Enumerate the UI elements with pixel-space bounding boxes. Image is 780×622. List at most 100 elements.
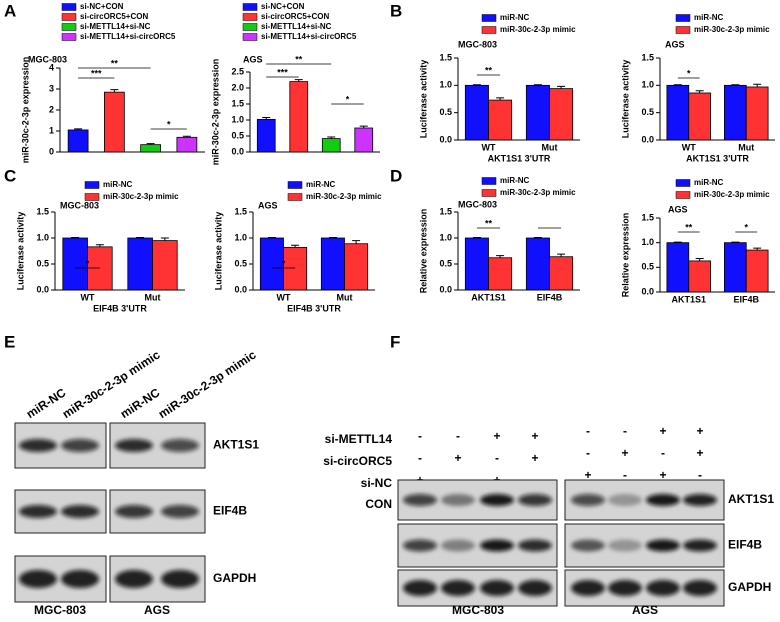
error-bar xyxy=(496,97,505,101)
y-tick-label: 1.5 xyxy=(234,206,247,216)
y-tick-label: 1.0 xyxy=(234,232,247,242)
legend-swatch xyxy=(84,193,100,201)
chart-title: AGS xyxy=(665,39,685,49)
y-tick-label: 0 xyxy=(49,146,54,156)
blot-band xyxy=(403,580,437,596)
y-tick-label: 4 xyxy=(49,62,54,72)
blot-row-label: EIF4B xyxy=(213,504,247,518)
error-bar xyxy=(673,84,682,86)
bar xyxy=(488,257,513,291)
blot-band xyxy=(115,505,153,518)
x-tick-label: AKT1S1 xyxy=(671,294,706,304)
bar xyxy=(256,118,276,153)
y-tick-label: 1.0 xyxy=(641,237,654,247)
blot-band xyxy=(608,539,642,552)
legend-label: si-METTL14+si-NC xyxy=(80,22,151,31)
legend-swatch xyxy=(242,13,258,21)
condition-label: si-METTL14 xyxy=(325,432,393,446)
bar xyxy=(87,246,113,291)
x-axis-label: AKT1S1 3'UTR xyxy=(686,153,749,163)
y-tick-label: 1.5 xyxy=(641,212,654,222)
significance-label: * xyxy=(86,258,90,268)
blot-band xyxy=(571,539,605,552)
legend-swatch xyxy=(287,193,303,201)
error-bar xyxy=(146,143,155,145)
significance-label: * xyxy=(282,258,286,268)
significance-label: ** xyxy=(295,54,303,64)
significance-label: * xyxy=(346,94,350,104)
condition-label: si-circORC5 xyxy=(323,454,392,468)
x-axis-label: EIF4B 3'UTR xyxy=(93,303,147,313)
bar xyxy=(140,144,161,153)
panel-label: E xyxy=(4,332,15,351)
cell-line-label: MGC-803 xyxy=(34,603,86,617)
blot-band xyxy=(61,570,99,588)
legend-label: si-METTL14+si-circORC5 xyxy=(261,32,357,41)
x-tick-label: Mut xyxy=(337,292,353,302)
blot-band xyxy=(518,539,552,552)
blot-band xyxy=(161,439,199,452)
error-bar xyxy=(359,125,368,128)
bar xyxy=(549,88,574,141)
blot-row-label: EIF4B xyxy=(728,538,762,552)
blot-band xyxy=(115,439,153,452)
blot-band xyxy=(161,505,199,518)
condition-sign: - xyxy=(623,424,627,438)
y-tick-label: 0.5 xyxy=(641,262,654,272)
legend-label: si-circORC5+CON xyxy=(261,12,329,21)
error-bar xyxy=(533,84,542,86)
blot-band xyxy=(480,539,514,552)
condition-sign: - xyxy=(661,446,665,460)
condition-sign: + xyxy=(696,446,703,460)
error-bar xyxy=(472,84,481,86)
blot-band xyxy=(19,439,57,452)
legend-swatch xyxy=(84,181,100,189)
panel-label: F xyxy=(390,332,400,351)
blot-band xyxy=(403,539,437,552)
x-tick-label: Mut xyxy=(542,142,558,152)
blot-band xyxy=(403,494,437,506)
blot-band xyxy=(571,494,605,506)
y-axis-label: Luciferase activity xyxy=(620,60,630,139)
condition-sign: + xyxy=(454,451,461,465)
legend-label: miR-NC xyxy=(500,13,530,22)
y-tick-label: 0.0 xyxy=(439,284,452,294)
y-tick-label: 1.5 xyxy=(439,206,452,216)
blot-band xyxy=(19,570,57,588)
blot-band xyxy=(518,494,552,506)
legend-swatch xyxy=(61,23,77,31)
y-tick-label: 0.5 xyxy=(234,258,247,268)
legend-label: si-circORC5+CON xyxy=(80,12,148,21)
bar xyxy=(320,237,345,291)
panel-label: B xyxy=(390,1,402,20)
blot-band xyxy=(646,580,680,596)
chart-title: MGC-803 xyxy=(60,200,99,210)
bar xyxy=(549,256,574,291)
blot-band xyxy=(608,494,642,506)
blot-band xyxy=(683,494,717,506)
legend-swatch xyxy=(242,3,258,11)
blot-band xyxy=(518,580,552,596)
error-bar xyxy=(695,257,704,261)
blot-band xyxy=(480,580,514,596)
bar xyxy=(127,237,153,291)
y-tick-label: 0.5 xyxy=(231,130,244,140)
legend-label: miR-30c-2-3p mimic xyxy=(694,190,770,199)
bar xyxy=(67,129,89,153)
panel-label: C xyxy=(4,166,16,185)
blot-band xyxy=(608,580,642,596)
bar xyxy=(176,136,198,153)
error-bar xyxy=(182,135,191,138)
y-axis-label: miR-30c-2-3p expression xyxy=(210,59,220,166)
legend-swatch xyxy=(61,3,77,11)
y-tick-label: 1.5 xyxy=(641,52,654,62)
y-tick-label: 1.5 xyxy=(36,206,49,216)
y-tick-label: 0.0 xyxy=(234,284,247,294)
bar xyxy=(488,99,513,141)
y-axis-label: Luciferase activity xyxy=(418,60,428,139)
bar xyxy=(688,92,712,141)
legend-swatch xyxy=(287,181,303,189)
bar xyxy=(321,138,341,153)
blot-band xyxy=(61,505,99,518)
